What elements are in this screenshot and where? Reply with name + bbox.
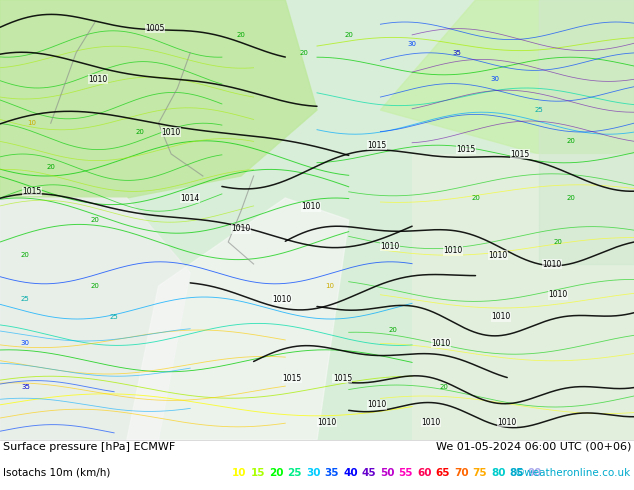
Text: 35: 35 bbox=[452, 50, 461, 56]
Text: 10: 10 bbox=[232, 467, 247, 478]
Text: 65: 65 bbox=[436, 467, 450, 478]
Text: 15: 15 bbox=[250, 467, 265, 478]
Text: 1010: 1010 bbox=[301, 202, 320, 211]
Text: 20: 20 bbox=[566, 195, 575, 201]
Text: 1010: 1010 bbox=[317, 418, 336, 427]
Text: 85: 85 bbox=[510, 467, 524, 478]
Text: 1010: 1010 bbox=[89, 74, 108, 84]
Text: 35: 35 bbox=[325, 467, 339, 478]
Polygon shape bbox=[127, 198, 349, 440]
Polygon shape bbox=[0, 198, 190, 440]
Polygon shape bbox=[0, 0, 317, 198]
Text: 45: 45 bbox=[361, 467, 376, 478]
Text: 20: 20 bbox=[389, 327, 398, 333]
Text: ©weatheronline.co.uk: ©weatheronline.co.uk bbox=[515, 467, 631, 478]
Text: 1010: 1010 bbox=[422, 418, 441, 427]
Text: 1010: 1010 bbox=[444, 246, 463, 255]
Text: Isotachs 10m (km/h): Isotachs 10m (km/h) bbox=[3, 467, 113, 478]
Text: 20: 20 bbox=[553, 239, 562, 245]
Text: 20: 20 bbox=[46, 164, 55, 170]
Text: 10: 10 bbox=[27, 120, 36, 126]
Text: 20: 20 bbox=[300, 50, 309, 56]
Text: 30: 30 bbox=[408, 41, 417, 47]
Polygon shape bbox=[380, 0, 634, 154]
Text: 70: 70 bbox=[454, 467, 469, 478]
Text: 90: 90 bbox=[528, 467, 542, 478]
Text: 1010: 1010 bbox=[548, 290, 567, 299]
Text: 40: 40 bbox=[343, 467, 358, 478]
Text: 50: 50 bbox=[380, 467, 394, 478]
Text: 1015: 1015 bbox=[368, 141, 387, 150]
Bar bbox=[539, 0, 634, 264]
Text: 1010: 1010 bbox=[542, 260, 561, 269]
Text: 1015: 1015 bbox=[456, 145, 476, 154]
Text: 1010: 1010 bbox=[380, 242, 399, 251]
Text: 20: 20 bbox=[269, 467, 283, 478]
Text: 1010: 1010 bbox=[231, 224, 250, 233]
Text: 60: 60 bbox=[417, 467, 432, 478]
Text: 1015: 1015 bbox=[282, 374, 301, 383]
Text: 20: 20 bbox=[91, 217, 100, 223]
Text: 1010: 1010 bbox=[488, 251, 507, 260]
Text: We 01-05-2024 06:00 UTC (00+06): We 01-05-2024 06:00 UTC (00+06) bbox=[436, 441, 631, 451]
Text: 10: 10 bbox=[325, 283, 334, 289]
Text: 55: 55 bbox=[399, 467, 413, 478]
Text: 1015: 1015 bbox=[333, 374, 352, 383]
Text: 20: 20 bbox=[471, 195, 480, 201]
Text: 1014: 1014 bbox=[181, 194, 200, 202]
Bar bbox=[412, 154, 634, 440]
Text: 20: 20 bbox=[91, 283, 100, 289]
Text: 35: 35 bbox=[21, 384, 30, 390]
Text: 20: 20 bbox=[236, 32, 245, 38]
Text: 1010: 1010 bbox=[368, 400, 387, 409]
Text: 1010: 1010 bbox=[273, 294, 292, 304]
Text: 30: 30 bbox=[490, 76, 499, 82]
Text: 25: 25 bbox=[110, 314, 119, 320]
Text: 20: 20 bbox=[135, 129, 144, 135]
Text: 1010: 1010 bbox=[162, 127, 181, 137]
Text: 20: 20 bbox=[344, 32, 353, 38]
Text: 75: 75 bbox=[472, 467, 487, 478]
Text: 1010: 1010 bbox=[498, 418, 517, 427]
Text: 20: 20 bbox=[439, 384, 448, 390]
Text: 1010: 1010 bbox=[431, 339, 450, 348]
Text: 1010: 1010 bbox=[491, 312, 510, 321]
Text: Surface pressure [hPa] ECMWF: Surface pressure [hPa] ECMWF bbox=[3, 441, 175, 451]
Text: 25: 25 bbox=[287, 467, 302, 478]
Text: 80: 80 bbox=[491, 467, 505, 478]
Text: 1015: 1015 bbox=[22, 187, 41, 196]
Text: 30: 30 bbox=[21, 340, 30, 346]
Text: 20: 20 bbox=[566, 138, 575, 144]
Text: 1015: 1015 bbox=[510, 149, 529, 158]
Text: 20: 20 bbox=[21, 252, 30, 258]
Text: 25: 25 bbox=[21, 296, 30, 302]
Text: 30: 30 bbox=[306, 467, 321, 478]
Text: 25: 25 bbox=[534, 107, 543, 113]
Text: 1005: 1005 bbox=[146, 24, 165, 33]
